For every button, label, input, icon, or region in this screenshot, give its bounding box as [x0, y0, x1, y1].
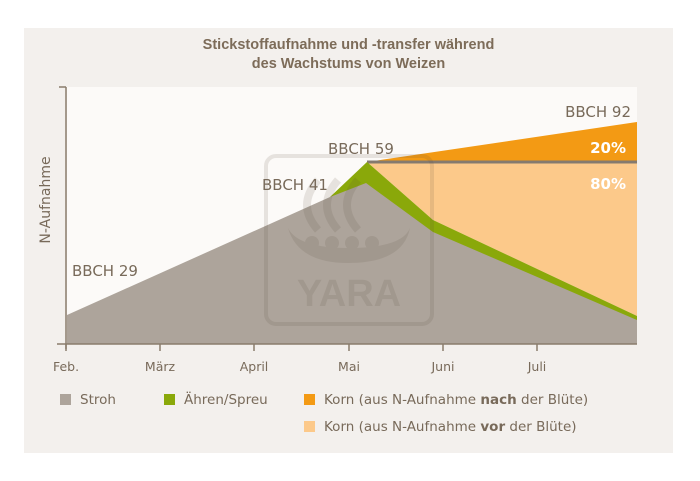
label-bbch92: BBCH 92	[565, 103, 631, 121]
label-bbch59: BBCH 59	[328, 140, 394, 158]
legend-label-korn-vor-bold: vor	[480, 419, 506, 435]
svg-text:YARA: YARA	[297, 273, 401, 315]
legend-label-stroh: Stroh	[80, 392, 116, 408]
legend-swatch-korn-nach	[304, 394, 315, 405]
x-tick-maerz: März	[145, 359, 176, 374]
label-bbch29: BBCH 29	[72, 262, 138, 280]
legend-label-aehren-spreu: Ähren/Spreu	[184, 392, 268, 408]
legend-item-aehren-spreu: Ähren/Spreu	[164, 392, 268, 408]
legend-swatch-stroh	[60, 394, 71, 405]
y-axis-label: N-Aufnahme	[38, 156, 54, 243]
legend-item-korn-vor: Korn (aus N-Aufnahme vor der Blüte)	[304, 419, 577, 435]
label-bbch41: BBCH 41	[262, 176, 328, 194]
chart-title: Stickstoffaufnahme und -transfer während…	[24, 36, 673, 74]
legend-swatch-korn-vor	[304, 421, 315, 432]
x-tick-feb: Feb.	[53, 359, 79, 374]
legend-swatch-aehren-spreu	[164, 394, 175, 405]
chart-title-line-1: Stickstoffaufnahme und -transfer während	[202, 37, 495, 53]
label-pct-after-bloom: 20%	[590, 139, 626, 157]
series-korn-vor	[367, 162, 637, 316]
chart-title-line-2: des Wachstums von Weizen	[251, 56, 446, 72]
legend-label-korn-nach-post: der Blüte)	[516, 392, 589, 408]
legend-label-korn-nach-pre: Korn (aus N-Aufnahme	[324, 392, 481, 408]
legend-item-korn-nach: Korn (aus N-Aufnahme nach der Blüte)	[304, 392, 588, 408]
legend-item-stroh: Stroh	[60, 392, 116, 408]
yara-watermark: YARA	[264, 154, 434, 326]
series-korn-nach	[367, 122, 637, 162]
axes	[57, 86, 637, 351]
legend-label-korn-vor-post: der Blüte)	[505, 419, 577, 435]
x-tick-juni: Juni	[430, 359, 454, 374]
x-tick-mai: Mai	[338, 359, 360, 374]
x-tick-april: April	[240, 359, 269, 374]
legend-label-korn-nach-bold: nach	[480, 392, 517, 408]
x-tick-juli: Juli	[527, 359, 547, 374]
series-stroh	[67, 183, 637, 344]
legend-label-korn-vor-pre: Korn (aus N-Aufnahme	[324, 419, 481, 435]
label-pct-before-bloom: 80%	[590, 175, 626, 193]
